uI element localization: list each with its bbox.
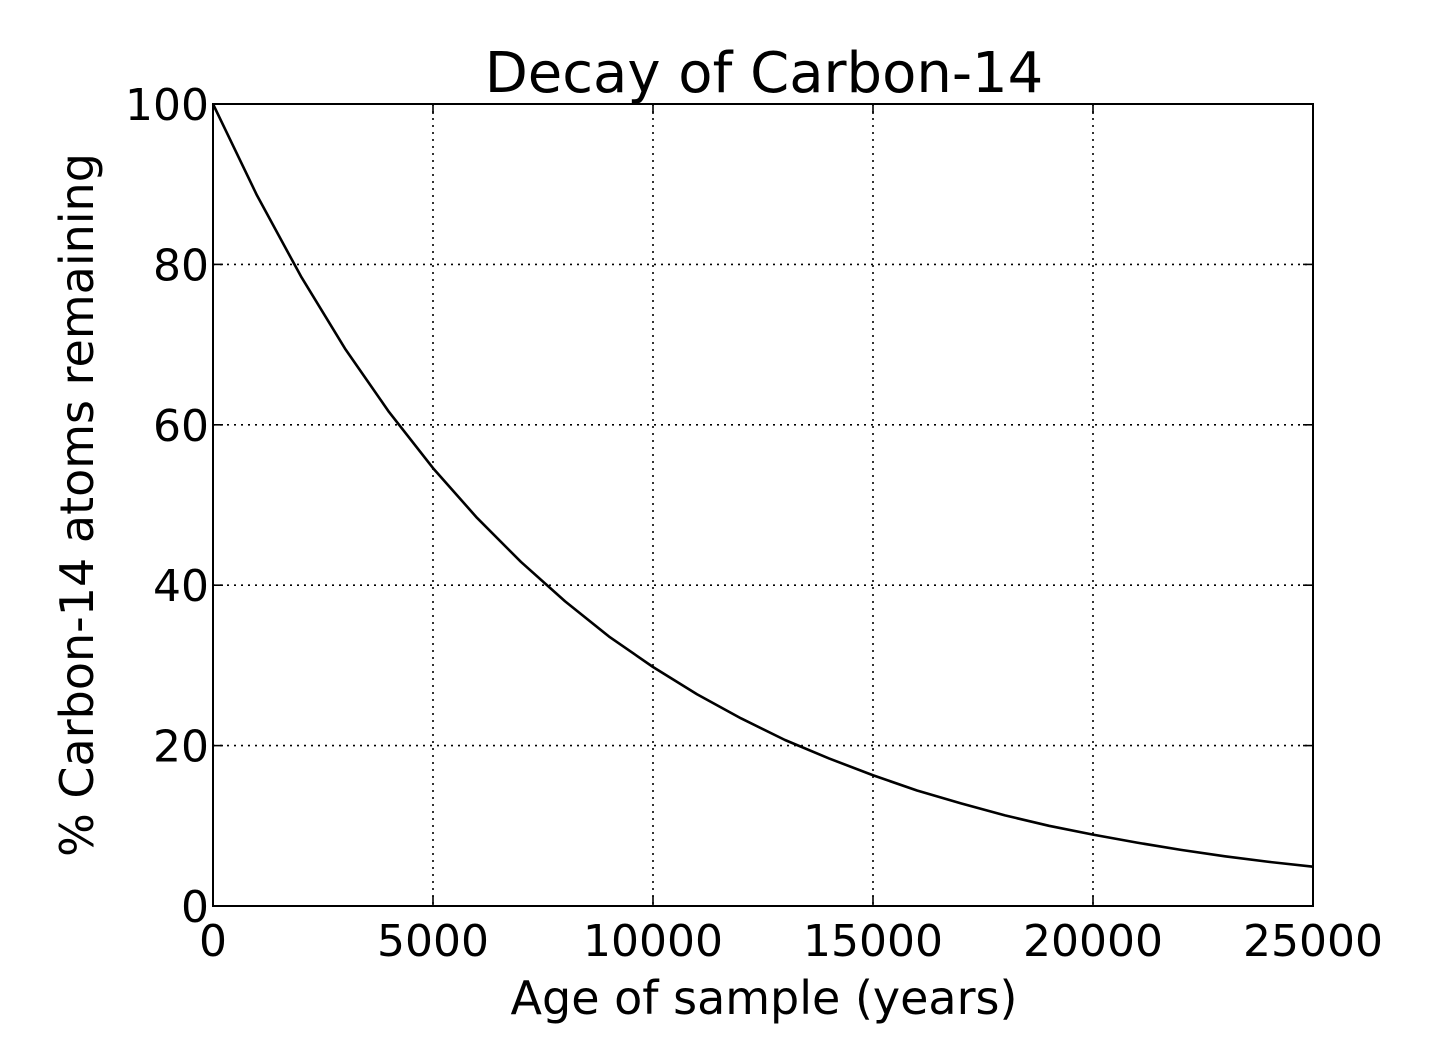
y-tick-label: 0 <box>181 882 209 933</box>
x-axis-label: Age of sample (years) <box>511 971 1018 1025</box>
x-tick-label: 15000 <box>803 916 943 967</box>
y-tick-label: 80 <box>153 240 209 291</box>
chart-title: Decay of Carbon-14 <box>485 41 1044 106</box>
x-tick-label: 25000 <box>1243 916 1383 967</box>
y-tick-label: 20 <box>153 722 209 773</box>
x-tick-labels: 0 5000 10000 15000 20000 25000 <box>199 916 1383 967</box>
ticks <box>212 103 1314 907</box>
y-axis-label: % Carbon-14 atoms remaining <box>50 153 104 857</box>
x-tick-label: 10000 <box>583 916 723 967</box>
x-tick-label: 20000 <box>1023 916 1163 967</box>
y-tick-label: 60 <box>153 401 209 452</box>
plot-frame <box>212 103 1314 907</box>
y-tick-labels: 0 20 40 60 80 100 <box>125 80 209 933</box>
y-tick-label: 40 <box>153 561 209 612</box>
series-line <box>211 103 1314 868</box>
x-tick-label: 5000 <box>377 916 489 967</box>
series-layer <box>211 103 1314 868</box>
grid <box>213 104 1313 906</box>
y-tick-label: 100 <box>125 80 209 131</box>
x-tick-label: 0 <box>199 916 227 967</box>
